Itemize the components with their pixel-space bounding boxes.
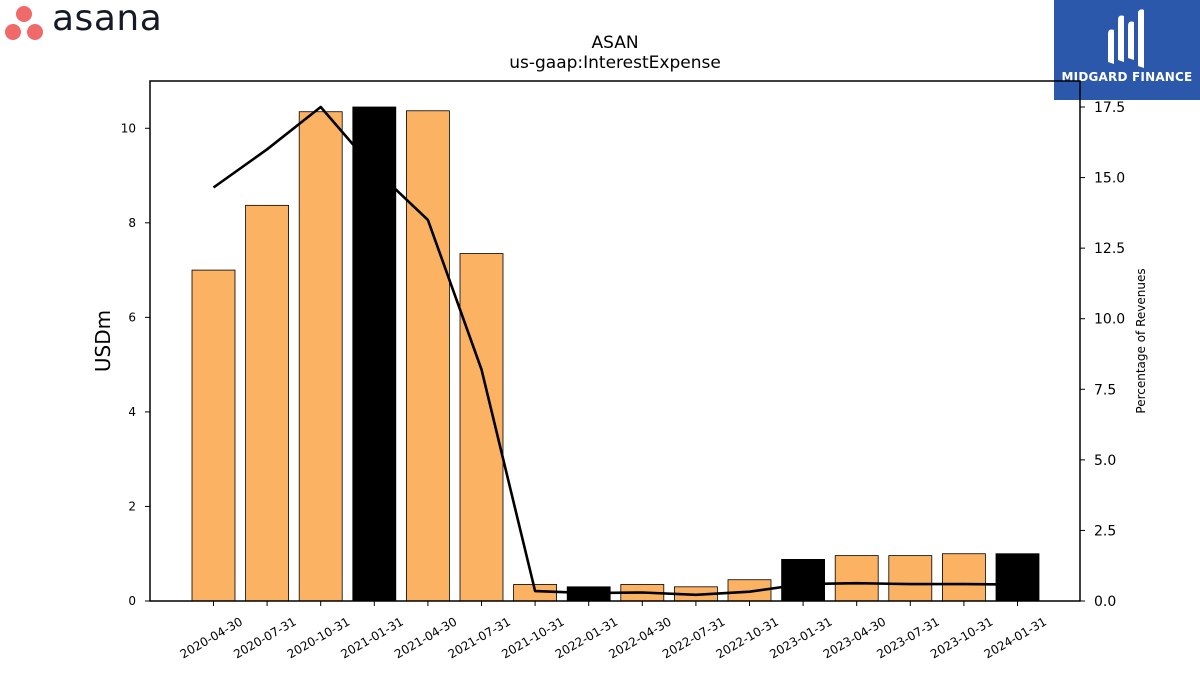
y-tick-label: 10 bbox=[121, 121, 136, 135]
y-tick-label: 2 bbox=[128, 499, 136, 513]
y-tick-label: 8 bbox=[128, 216, 136, 230]
bars-layer bbox=[191, 106, 1040, 602]
y2-tick-label: 10.0 bbox=[1094, 312, 1125, 328]
midgard-finance-logo: MIDGARD FINANCE bbox=[1054, 0, 1200, 100]
bar-2023-04-30 bbox=[834, 555, 879, 602]
y-tick-label: 6 bbox=[128, 310, 136, 324]
midgard-wordmark: MIDGARD FINANCE bbox=[1061, 70, 1193, 84]
y2-tick-label: 15.0 bbox=[1094, 171, 1125, 187]
y2-tick-label: 0.0 bbox=[1094, 594, 1116, 610]
y2-tick-label: 17.5 bbox=[1094, 100, 1125, 116]
y-tick-label: 0 bbox=[128, 594, 136, 608]
bar-2020-04-30 bbox=[191, 269, 236, 602]
bar-2023-10-31 bbox=[942, 553, 986, 602]
bar-2023-01-31 bbox=[781, 559, 825, 602]
bar-2020-07-31 bbox=[245, 204, 290, 602]
bar-2024-01-31 bbox=[995, 553, 1040, 602]
bar-2023-07-31 bbox=[888, 555, 933, 602]
bar-2020-10-31 bbox=[298, 111, 343, 602]
bar-2021-04-30 bbox=[405, 110, 450, 602]
asana-dot-right bbox=[27, 24, 43, 40]
y2-tick-label: 2.5 bbox=[1094, 523, 1116, 539]
y2-tick-label: 12.5 bbox=[1094, 241, 1125, 257]
bar-2021-01-31 bbox=[352, 106, 397, 602]
chart-subtitle: us-gaap:InterestExpense bbox=[509, 53, 721, 73]
asana-wordmark: asana bbox=[52, 0, 163, 39]
y2-tick-label: 5.0 bbox=[1094, 453, 1116, 469]
line-layer bbox=[212, 105, 1018, 597]
y2-axis-label: Percentage of Revenues bbox=[1134, 268, 1148, 413]
y-tick-label: 4 bbox=[128, 405, 136, 419]
asana-dot-left bbox=[5, 24, 21, 40]
midgard-mark-icon bbox=[1108, 9, 1144, 69]
asana-dot-top bbox=[16, 6, 32, 22]
y-axis-label: USDm bbox=[91, 310, 115, 372]
asana-logo: asana bbox=[4, 0, 194, 44]
percentage-of-revenues-line bbox=[212, 105, 1018, 597]
chart-title: ASAN bbox=[591, 33, 638, 53]
y2-tick-label: 7.5 bbox=[1094, 382, 1116, 398]
plot-frame bbox=[149, 80, 1081, 602]
